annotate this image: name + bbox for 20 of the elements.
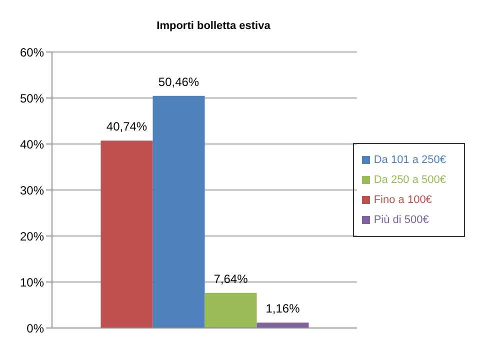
chart-title: Importi bolletta estiva <box>156 19 272 32</box>
y-tick-label: 30% <box>20 183 44 198</box>
bar <box>152 96 205 328</box>
y-tick-label: 50% <box>20 91 44 106</box>
bar <box>204 292 257 328</box>
data-label: 50,46% <box>158 74 200 89</box>
y-tick-label: 0% <box>26 321 44 336</box>
y-tick-label: 40% <box>20 137 44 152</box>
legend-label: Da 101 a 250€ <box>374 154 446 166</box>
data-label: 1,16% <box>266 302 300 316</box>
y-tick-label: 10% <box>20 275 44 290</box>
legend-label: Più di 500€ <box>374 214 429 226</box>
data-label: 7,64% <box>214 272 248 286</box>
bar <box>256 322 309 328</box>
y-tick-label: 20% <box>20 229 44 244</box>
legend-label: Fino a 100€ <box>374 194 432 206</box>
bar <box>100 140 153 328</box>
legend-label: Da 250 a 500€ <box>374 174 446 186</box>
data-label: 40,74% <box>106 120 148 134</box>
y-tick-label: 60% <box>20 45 44 60</box>
